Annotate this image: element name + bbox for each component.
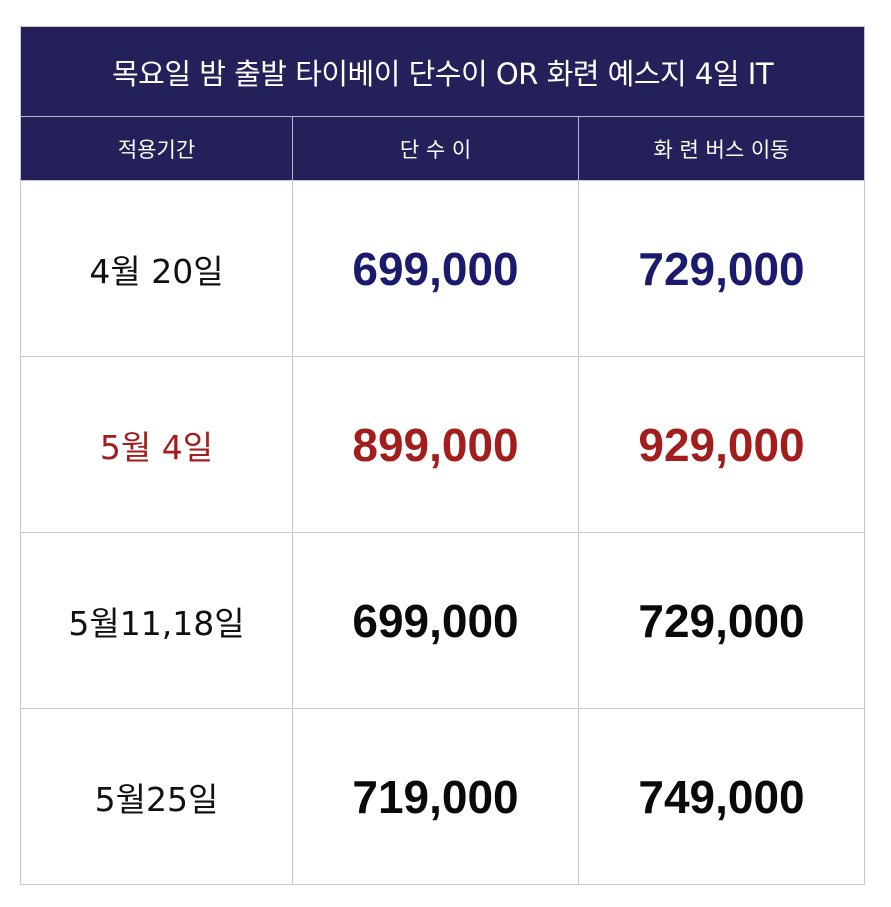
date-cell: 5월11,18일	[68, 603, 245, 643]
date-cell: 4월 20일	[89, 251, 224, 291]
header-hualien: 화 련 버스 이동	[579, 116, 864, 180]
danshui-price: 899,000	[352, 418, 519, 471]
danshui-price: 699,000	[352, 594, 519, 647]
hualien-price: 749,000	[638, 770, 805, 823]
hualien-price: 729,000	[638, 594, 805, 647]
table-row: 5월 4일 899,000 929,000	[21, 356, 864, 532]
date-cell: 5월25일	[94, 779, 219, 819]
hualien-price: 729,000	[638, 242, 805, 295]
danshui-price: 719,000	[352, 770, 519, 823]
table-row: 5월11,18일 699,000 729,000	[21, 532, 864, 708]
header-period: 적용기간	[21, 116, 293, 180]
danshui-price: 699,000	[352, 242, 519, 295]
header-danshui: 단 수 이	[293, 116, 579, 180]
hualien-price: 929,000	[638, 418, 805, 471]
price-table: 목요일 밤 출발 타이베이 단수이 OR 화련 예스지 4일 IT 적용기간 단…	[20, 26, 865, 885]
header-row: 적용기간 단 수 이 화 련 버스 이동	[21, 116, 864, 180]
table-title: 목요일 밤 출발 타이베이 단수이 OR 화련 예스지 4일 IT	[21, 27, 864, 116]
table-row: 5월25일 719,000 749,000	[21, 708, 864, 884]
date-cell: 5월 4일	[99, 427, 214, 467]
table-row: 4월 20일 699,000 729,000	[21, 180, 864, 356]
